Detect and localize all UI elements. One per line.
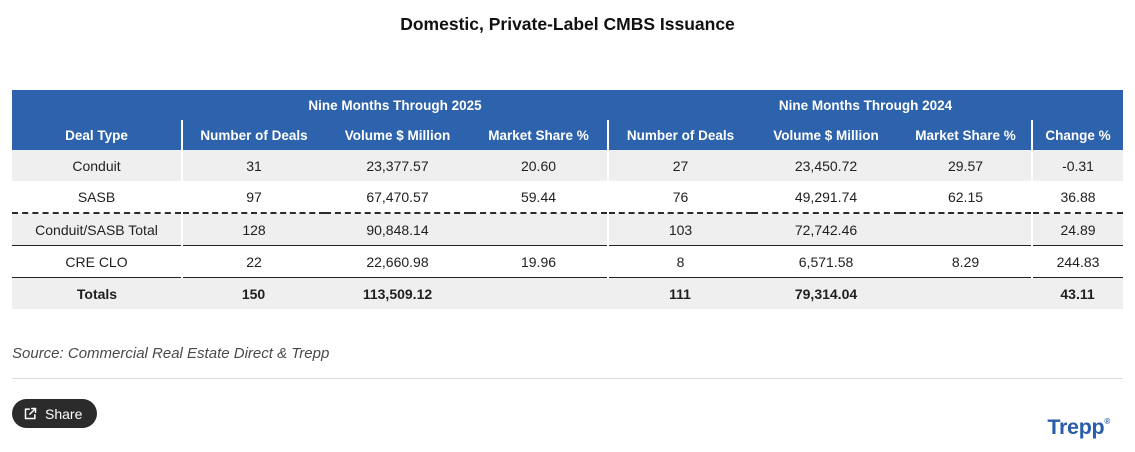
value-cell: 24.89: [1032, 212, 1124, 246]
table-header: Nine Months Through 2025 Nine Months Thro…: [12, 90, 1124, 150]
column-header: Change %: [1032, 120, 1124, 150]
value-cell: 90,848.14: [325, 212, 470, 246]
cmbs-issuance-table: Nine Months Through 2025 Nine Months Thro…: [12, 90, 1124, 309]
column-group-spacer: [12, 90, 182, 120]
deal-type-cell: Conduit/SASB Total: [12, 212, 183, 246]
value-cell: 49,291.74: [752, 181, 901, 213]
value-cell: 244.83: [1032, 245, 1124, 278]
value-cell: 31: [182, 150, 325, 181]
value-cell: 128: [182, 212, 325, 246]
column-header: Number of Deals: [608, 120, 753, 150]
table-row: Totals 150 113,509.12 111 79,314.04 43.11: [12, 277, 1124, 309]
value-cell: 111: [608, 277, 753, 309]
value-cell: 23,450.72: [752, 150, 901, 181]
value-cell: 22: [182, 245, 325, 278]
deal-type-cell: Conduit: [12, 150, 183, 181]
share-button[interactable]: Share: [12, 399, 98, 428]
value-cell: 20.60: [470, 150, 610, 181]
value-cell: 113,509.12: [325, 277, 470, 309]
value-cell: 76: [608, 181, 753, 213]
column-group-header: Nine Months Through 2025: [182, 90, 609, 120]
trepp-logo: Trepp®: [1047, 415, 1110, 440]
column-header: Number of Deals: [182, 120, 325, 150]
column-header: Deal Type: [12, 120, 183, 150]
column-header: Market Share %: [470, 120, 610, 150]
value-cell: [900, 212, 1034, 246]
trepp-logo-text: Trepp: [1047, 415, 1105, 439]
value-cell: 79,314.04: [752, 277, 901, 309]
value-cell: 62.15: [900, 181, 1034, 213]
table-row: CRE CLO 22 22,660.98 19.96 8 6,571.58 8.29 244.…: [12, 245, 1124, 278]
share-button-label: Share: [45, 405, 83, 422]
deal-type-cell: Totals: [12, 277, 182, 309]
value-cell: 27: [608, 150, 753, 181]
value-cell: [470, 277, 609, 309]
value-cell: 19.96: [470, 245, 610, 278]
value-cell: 59.44: [470, 181, 610, 213]
table-row: Conduit/SASB Total 128 90,848.14 103 72,742.…: [12, 212, 1124, 246]
source-note: Source: Commercial Real Estate Direct & …: [12, 345, 330, 362]
value-cell: 97: [182, 181, 325, 213]
value-cell: 23,377.57: [325, 150, 470, 181]
registered-trademark-symbol: ®: [1104, 417, 1110, 426]
share-icon: [23, 406, 38, 421]
value-cell: 8: [608, 245, 753, 278]
value-cell: 22,660.98: [325, 245, 470, 278]
deal-type-cell: SASB: [12, 181, 183, 213]
value-cell: 6,571.58: [752, 245, 901, 278]
page-title: Domestic, Private-Label CMBS Issuance: [400, 14, 735, 34]
value-cell: 29.57: [900, 150, 1034, 181]
deal-type-cell: CRE CLO: [12, 245, 183, 278]
value-cell: 103: [608, 212, 753, 246]
value-cell: -0.31: [1032, 150, 1124, 181]
table-row: Conduit 31 23,377.57 20.60 27 23,450.72 29.57-…: [12, 150, 1124, 181]
value-cell: [900, 277, 1033, 309]
value-cell: 36.88: [1032, 181, 1124, 213]
column-group-header-row: Nine Months Through 2025 Nine Months Thro…: [12, 90, 1124, 120]
column-header: Volume $ Million: [752, 120, 901, 150]
value-cell: 67,470.57: [325, 181, 470, 213]
column-group-header: Nine Months Through 2024: [608, 90, 1124, 120]
value-cell: 150: [182, 277, 325, 309]
table-row: SASB 97 67,470.57 59.44 76 49,291.74 62.15 36.8…: [12, 181, 1124, 213]
column-label-row: Deal Type Number of Deals Volume $ Million…: [12, 120, 1124, 150]
value-cell: 43.11: [1032, 277, 1124, 309]
column-header: Market Share %: [900, 120, 1034, 150]
table-body: Conduit 31 23,377.57 20.60 27 23,450.72 29.57-…: [12, 150, 1124, 309]
footer-divider: [12, 378, 1123, 379]
value-cell: 8.29: [900, 245, 1034, 278]
column-header: Volume $ Million: [325, 120, 470, 150]
value-cell: 72,742.46: [752, 212, 901, 246]
value-cell: [470, 212, 610, 246]
